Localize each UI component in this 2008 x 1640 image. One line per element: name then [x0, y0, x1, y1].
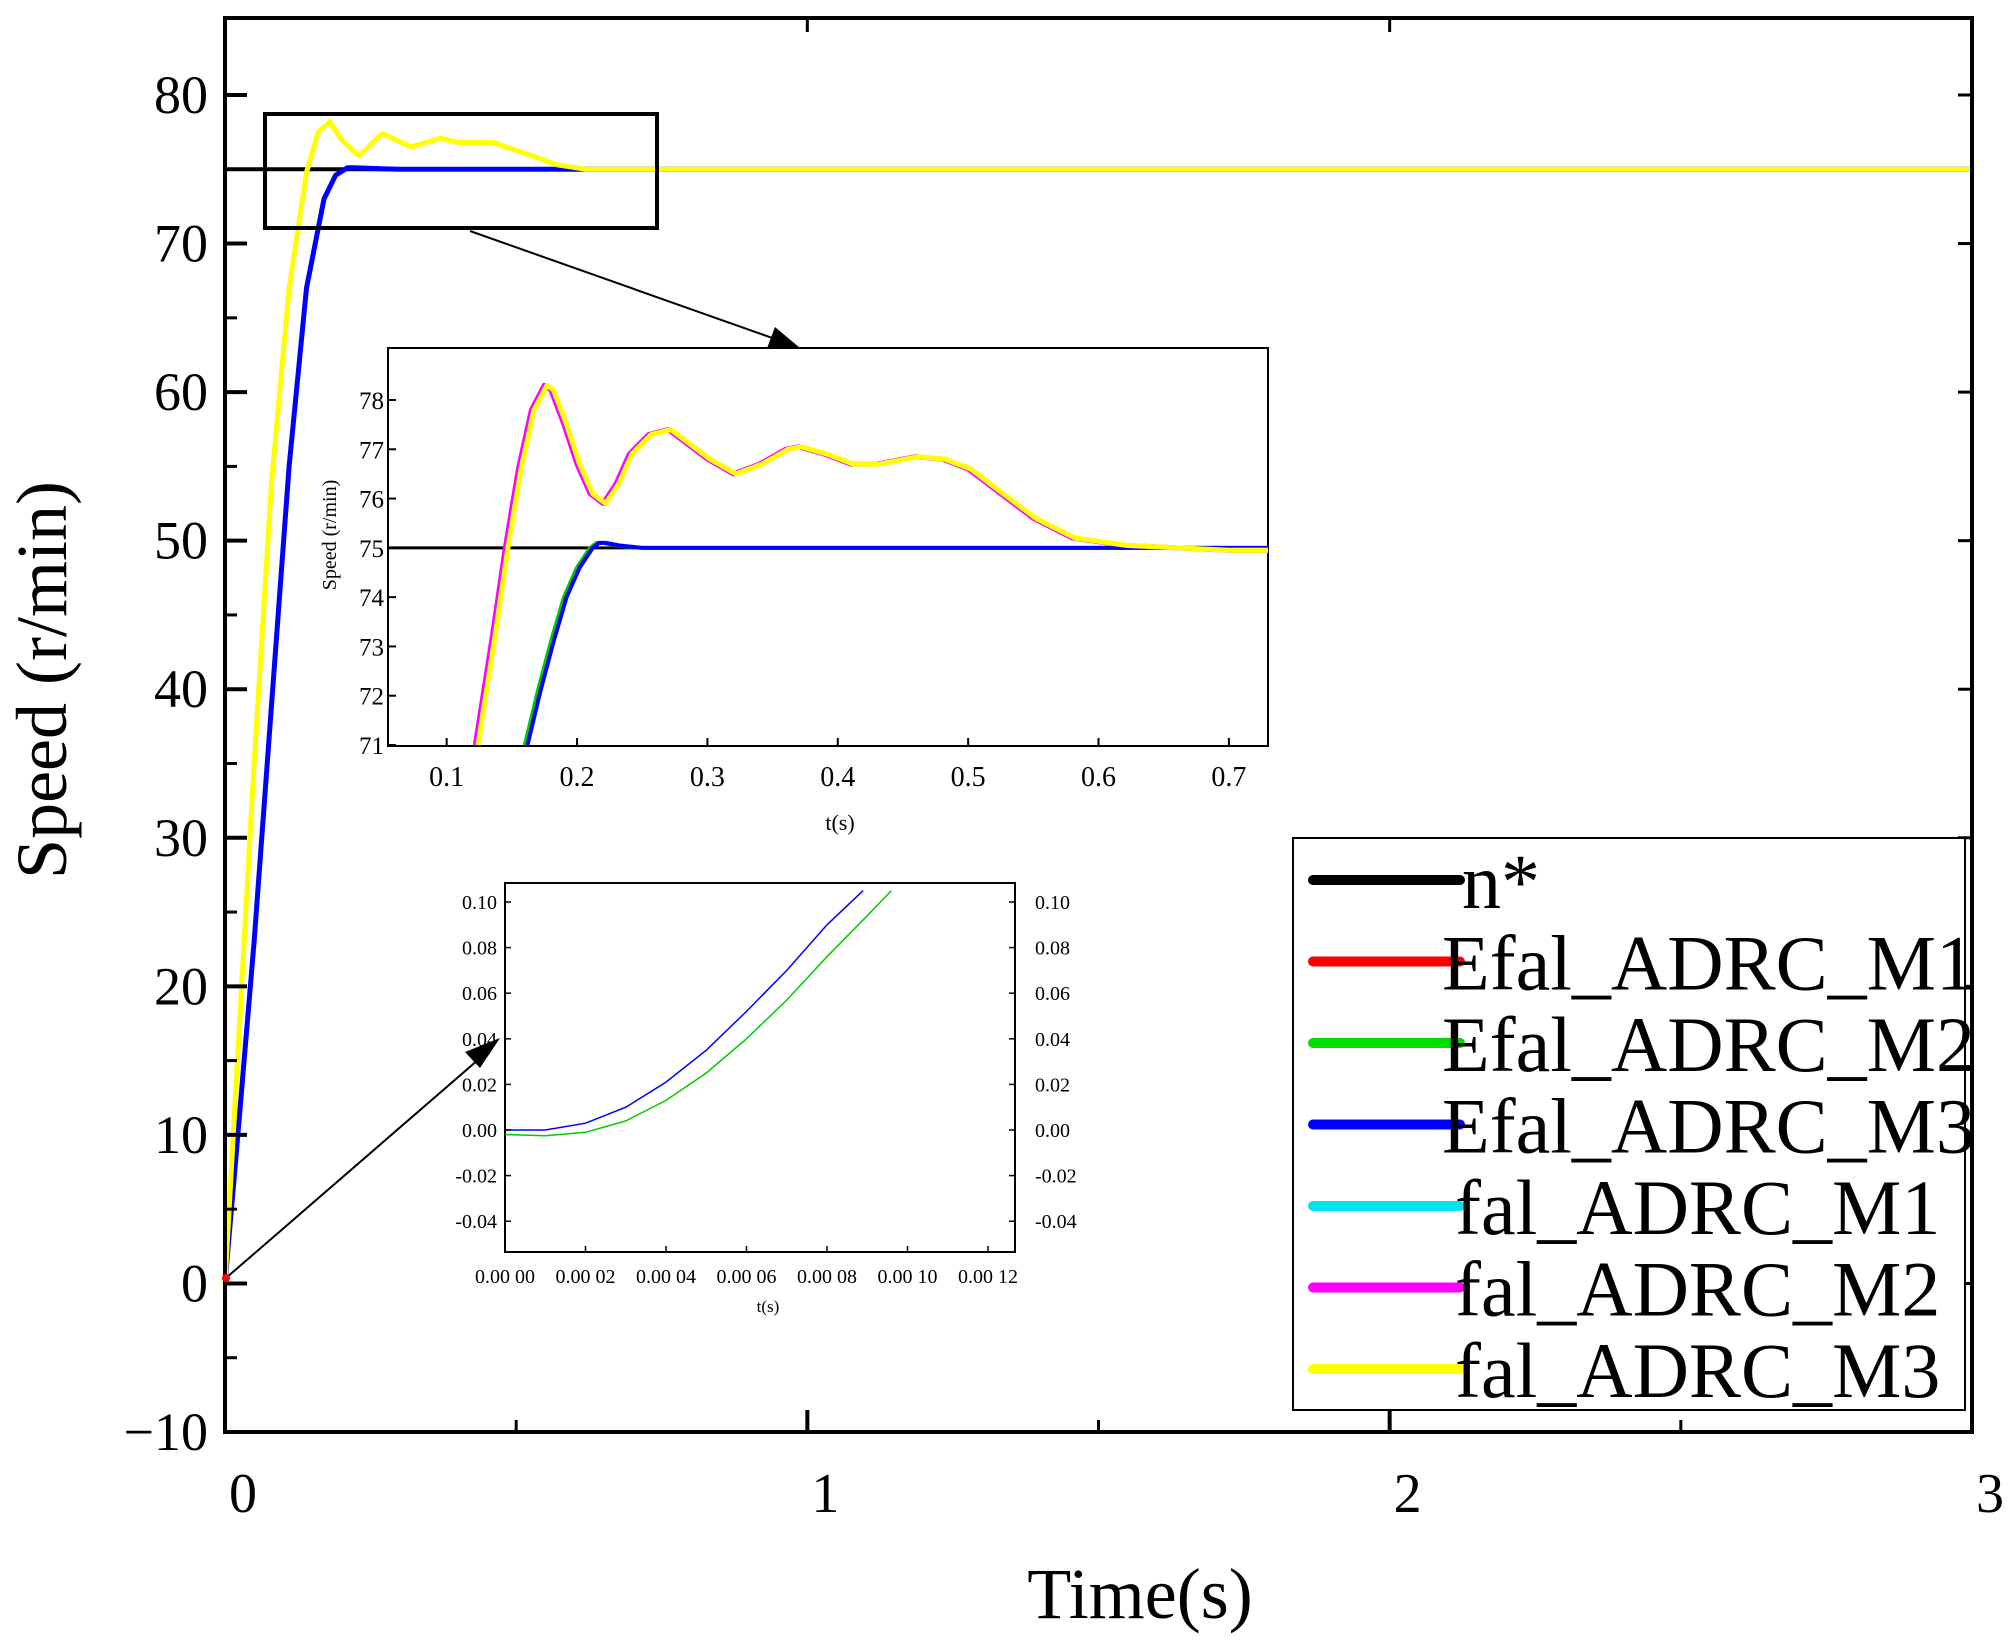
y-tick-label-2: 10	[154, 1105, 208, 1165]
inset-bottom-x-label-1: 0.00 02	[556, 1266, 616, 1288]
inset-top-x-label-6: 0.7	[1211, 762, 1246, 793]
inset-bottom-x-axis-label: t(s)	[757, 1297, 780, 1316]
x-axis-label: Time(s)	[1027, 1554, 1252, 1634]
legend-label-efal-adrc-m1: Efal_ADRC_M1	[1442, 920, 1975, 1007]
inset-bottom-y-label-2: 0.06	[462, 983, 497, 1005]
legend-label-fal-adrc-m1: fal_ADRC_M1	[1455, 1164, 1940, 1251]
inset-bottom-x-label-6: 0.00 12	[958, 1266, 1018, 1288]
inset-top-y-label-0: 71	[359, 733, 384, 760]
legend-label-efal-adrc-m3: Efal_ADRC_M3	[1442, 1083, 1975, 1170]
y-tick-label-4: 30	[154, 808, 208, 868]
inset-bottom-right-y-label-7: -0.04	[1035, 1211, 1077, 1233]
y-tick-label-0: −10	[124, 1402, 208, 1462]
y-tick-label-7: 60	[154, 362, 208, 422]
y-tick-label-8: 70	[154, 214, 208, 274]
inset-top-x-label-4: 0.5	[951, 762, 986, 793]
chart-legend: n*Efal_ADRC_M1Efal_ADRC_M2Efal_ADRC_M3fa…	[1293, 838, 1975, 1414]
inset-bottom-right-y-label-0: 0.10	[1035, 892, 1070, 914]
inset-bottom-y-label-5: 0.00	[462, 1120, 497, 1142]
inset-bottom-y-label-3: 0.04	[462, 1029, 497, 1051]
inset-top-y-label-1: 72	[359, 684, 384, 711]
inset-top-y-label-6: 77	[359, 437, 384, 464]
inset-top-y-axis-label: Speed (r/min)	[319, 480, 341, 591]
chart-figure: −10 0 10 20 30 40 50 60 70 80 0 1 2 3 Time(s) Speed (r/…	[0, 0, 2008, 1640]
inset-bottom-x-label-2: 0.00 04	[636, 1266, 696, 1288]
y-tick-label-6: 50	[154, 511, 208, 571]
x-tick-label-0: 0	[229, 1463, 257, 1525]
inset-top-x-label-3: 0.4	[820, 762, 855, 793]
y-tick-label-1: 0	[181, 1253, 208, 1313]
x-tick-label-2: 2	[1394, 1463, 1422, 1525]
inset-bottom-y-label-7: -0.04	[455, 1211, 497, 1233]
inset-bottom-y-label-6: -0.02	[455, 1166, 497, 1188]
inset-bottom-y-label-0: 0.10	[462, 892, 497, 914]
inset-top-x-label-0: 0.1	[429, 762, 464, 793]
inset-top-x-label-1: 0.2	[560, 762, 595, 793]
origin-marker	[222, 1274, 230, 1282]
legend-label-fal-adrc-m3: fal_ADRC_M3	[1455, 1327, 1940, 1414]
legend-label-efal-adrc-m2: Efal_ADRC_M2	[1442, 1001, 1975, 1088]
y-tick-label-9: 80	[154, 65, 208, 125]
inset-bottom-x-label-3: 0.00 06	[717, 1266, 777, 1288]
inset-top-y-label-4: 75	[359, 536, 384, 563]
inset-bottom-right-y-label-4: 0.02	[1035, 1074, 1070, 1096]
inset-bottom-x-label-0: 0.00 00	[475, 1266, 535, 1288]
y-tick-label-5: 40	[154, 659, 208, 719]
inset-top-y-label-5: 76	[359, 487, 384, 514]
y-tick-label-3: 20	[154, 956, 208, 1016]
inset-top-x-label-5: 0.6	[1081, 762, 1116, 793]
inset-bottom-y-label-1: 0.08	[462, 938, 497, 960]
inset-bottom-frame	[505, 883, 1015, 1252]
inset-bottom-right-y-label-3: 0.04	[1035, 1029, 1070, 1051]
legend-label-fal-adrc-m2: fal_ADRC_M2	[1455, 1246, 1940, 1333]
inset-bottom-x-label-5: 0.00 10	[878, 1266, 938, 1288]
inset-bottom-plot: 0.10 0.10 0.08 0.08 0.06 0.06 0.04 0.04 0.02 0.02…	[455, 883, 1076, 1316]
inset-top-y-label-2: 73	[359, 634, 384, 661]
inset-bottom-right-y-label-5: 0.00	[1035, 1120, 1070, 1142]
inset-bottom-right-y-label-6: -0.02	[1035, 1166, 1077, 1188]
inset-bottom-x-label-4: 0.00 08	[797, 1266, 857, 1288]
x-tick-label-1: 1	[811, 1463, 839, 1525]
legend-label-n: n*	[1462, 838, 1540, 925]
inset-top-x-axis-label: t(s)	[825, 810, 854, 835]
inset-bottom-right-y-label-1: 0.08	[1035, 938, 1070, 960]
inset-top-y-label-3: 74	[359, 585, 385, 612]
inset-bottom-right-y-label-2: 0.06	[1035, 983, 1070, 1005]
inset-bottom-y-label-4: 0.02	[462, 1074, 497, 1096]
inset-top-y-label-7: 78	[359, 388, 384, 415]
y-axis-label: Speed (r/min)	[2, 481, 82, 879]
inset-top-x-label-2: 0.3	[690, 762, 725, 793]
x-tick-label-3: 3	[1976, 1463, 2004, 1525]
